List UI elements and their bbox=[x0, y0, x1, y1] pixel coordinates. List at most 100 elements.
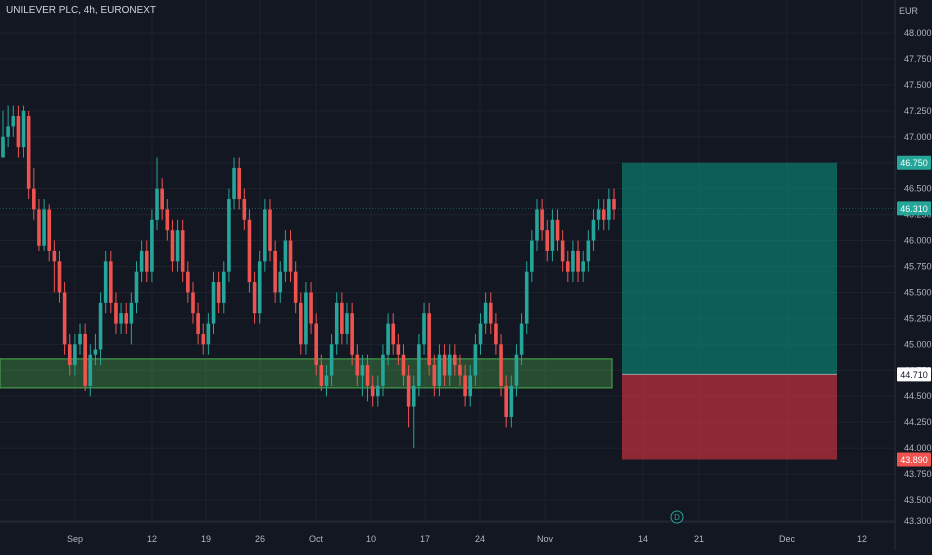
candle bbox=[37, 199, 41, 251]
candle bbox=[581, 250, 585, 283]
price-axis[interactable]: 48.00047.75047.50047.25047.00046.75046.5… bbox=[904, 28, 932, 526]
candle-body bbox=[191, 292, 195, 314]
candle bbox=[268, 199, 272, 262]
candle bbox=[612, 188, 616, 220]
candle bbox=[98, 292, 103, 366]
candle-body bbox=[417, 344, 421, 386]
candle-body bbox=[206, 323, 211, 345]
candle bbox=[216, 271, 221, 314]
candles-layer bbox=[1, 105, 616, 449]
candle bbox=[1, 110, 5, 158]
candle bbox=[576, 240, 580, 283]
y-tick-label: 45.000 bbox=[904, 339, 932, 349]
candle-body bbox=[57, 261, 62, 293]
candle-body bbox=[540, 209, 544, 231]
candle bbox=[565, 250, 570, 283]
candle bbox=[21, 105, 26, 158]
candle-body bbox=[278, 271, 283, 293]
price-tag-bg bbox=[897, 452, 931, 467]
candle bbox=[119, 302, 123, 334]
candle bbox=[463, 365, 467, 407]
candle-body bbox=[180, 230, 185, 272]
candle bbox=[340, 292, 344, 345]
candle-body bbox=[98, 302, 103, 350]
candle bbox=[211, 271, 216, 334]
candle-body bbox=[1, 136, 5, 158]
candle bbox=[109, 250, 113, 314]
candle-body bbox=[309, 292, 313, 324]
candle-body bbox=[21, 110, 26, 148]
candle-body bbox=[170, 230, 175, 262]
price-tag-bg bbox=[897, 201, 931, 216]
candle bbox=[52, 240, 57, 293]
time-axis[interactable]: Sep 12 19 26 Oct 10 17 24 Nov 14 21 Dec 12 D bbox=[67, 510, 867, 544]
candle-body bbox=[247, 219, 252, 283]
candle bbox=[478, 313, 483, 355]
candle-body bbox=[16, 116, 21, 148]
candle bbox=[504, 375, 508, 428]
candle-body bbox=[114, 302, 118, 324]
candle bbox=[278, 261, 283, 303]
candle-body bbox=[612, 199, 616, 210]
candle bbox=[427, 302, 431, 376]
x-tick-label: 12 bbox=[857, 534, 867, 544]
y-tick-label: 44.250 bbox=[904, 417, 932, 427]
candle-body bbox=[42, 209, 46, 246]
candle-body bbox=[565, 261, 570, 272]
candle-body bbox=[304, 292, 308, 345]
candle-body bbox=[365, 365, 370, 386]
candle bbox=[571, 240, 575, 283]
candle bbox=[62, 282, 67, 355]
candle bbox=[247, 209, 252, 293]
candle bbox=[514, 344, 519, 397]
candle-body bbox=[350, 313, 354, 355]
x-tick-label: Nov bbox=[537, 534, 554, 544]
candle-body bbox=[437, 354, 442, 386]
candle-body bbox=[26, 116, 31, 189]
candle-body bbox=[73, 344, 77, 366]
candle bbox=[191, 282, 195, 324]
candle-body bbox=[324, 375, 329, 386]
candle-body bbox=[391, 323, 396, 345]
x-tick-label: Dec bbox=[779, 534, 796, 544]
candle bbox=[6, 105, 10, 148]
candle-body bbox=[545, 230, 550, 251]
candle bbox=[530, 230, 534, 283]
candle bbox=[103, 250, 108, 314]
candle-body bbox=[237, 167, 241, 200]
candle-body bbox=[555, 219, 560, 241]
candle bbox=[365, 354, 370, 402]
y-tick-label: 45.250 bbox=[904, 313, 932, 323]
candle bbox=[83, 323, 87, 392]
candle-body bbox=[257, 261, 262, 314]
candle bbox=[144, 240, 149, 283]
candle-body bbox=[488, 302, 493, 324]
candle-body bbox=[360, 365, 365, 376]
candle-body bbox=[550, 219, 555, 251]
candle-body bbox=[293, 271, 298, 303]
candle bbox=[442, 344, 447, 386]
candle-body bbox=[144, 250, 149, 272]
candle bbox=[124, 302, 129, 334]
price-tags-layer: 46.750 46.310 44.710 43.890 bbox=[897, 155, 931, 467]
candle bbox=[376, 375, 380, 407]
y-tick-label: 47.250 bbox=[904, 106, 932, 116]
candle-body bbox=[47, 209, 52, 251]
candle-body bbox=[78, 333, 82, 345]
candle bbox=[494, 313, 498, 355]
x-tick-label: 24 bbox=[475, 534, 485, 544]
x-tick-label: 12 bbox=[147, 534, 157, 544]
candle bbox=[360, 354, 365, 397]
candle bbox=[304, 282, 308, 355]
candle-body bbox=[581, 261, 585, 272]
candle-body bbox=[514, 354, 519, 386]
candle-body bbox=[478, 323, 483, 345]
candle-body bbox=[273, 250, 277, 293]
support-zone bbox=[0, 358, 613, 389]
candle-body bbox=[509, 385, 514, 417]
price-tag: 43.890 bbox=[897, 452, 931, 467]
candle bbox=[422, 302, 426, 355]
price-tag: 46.310 bbox=[897, 201, 931, 216]
